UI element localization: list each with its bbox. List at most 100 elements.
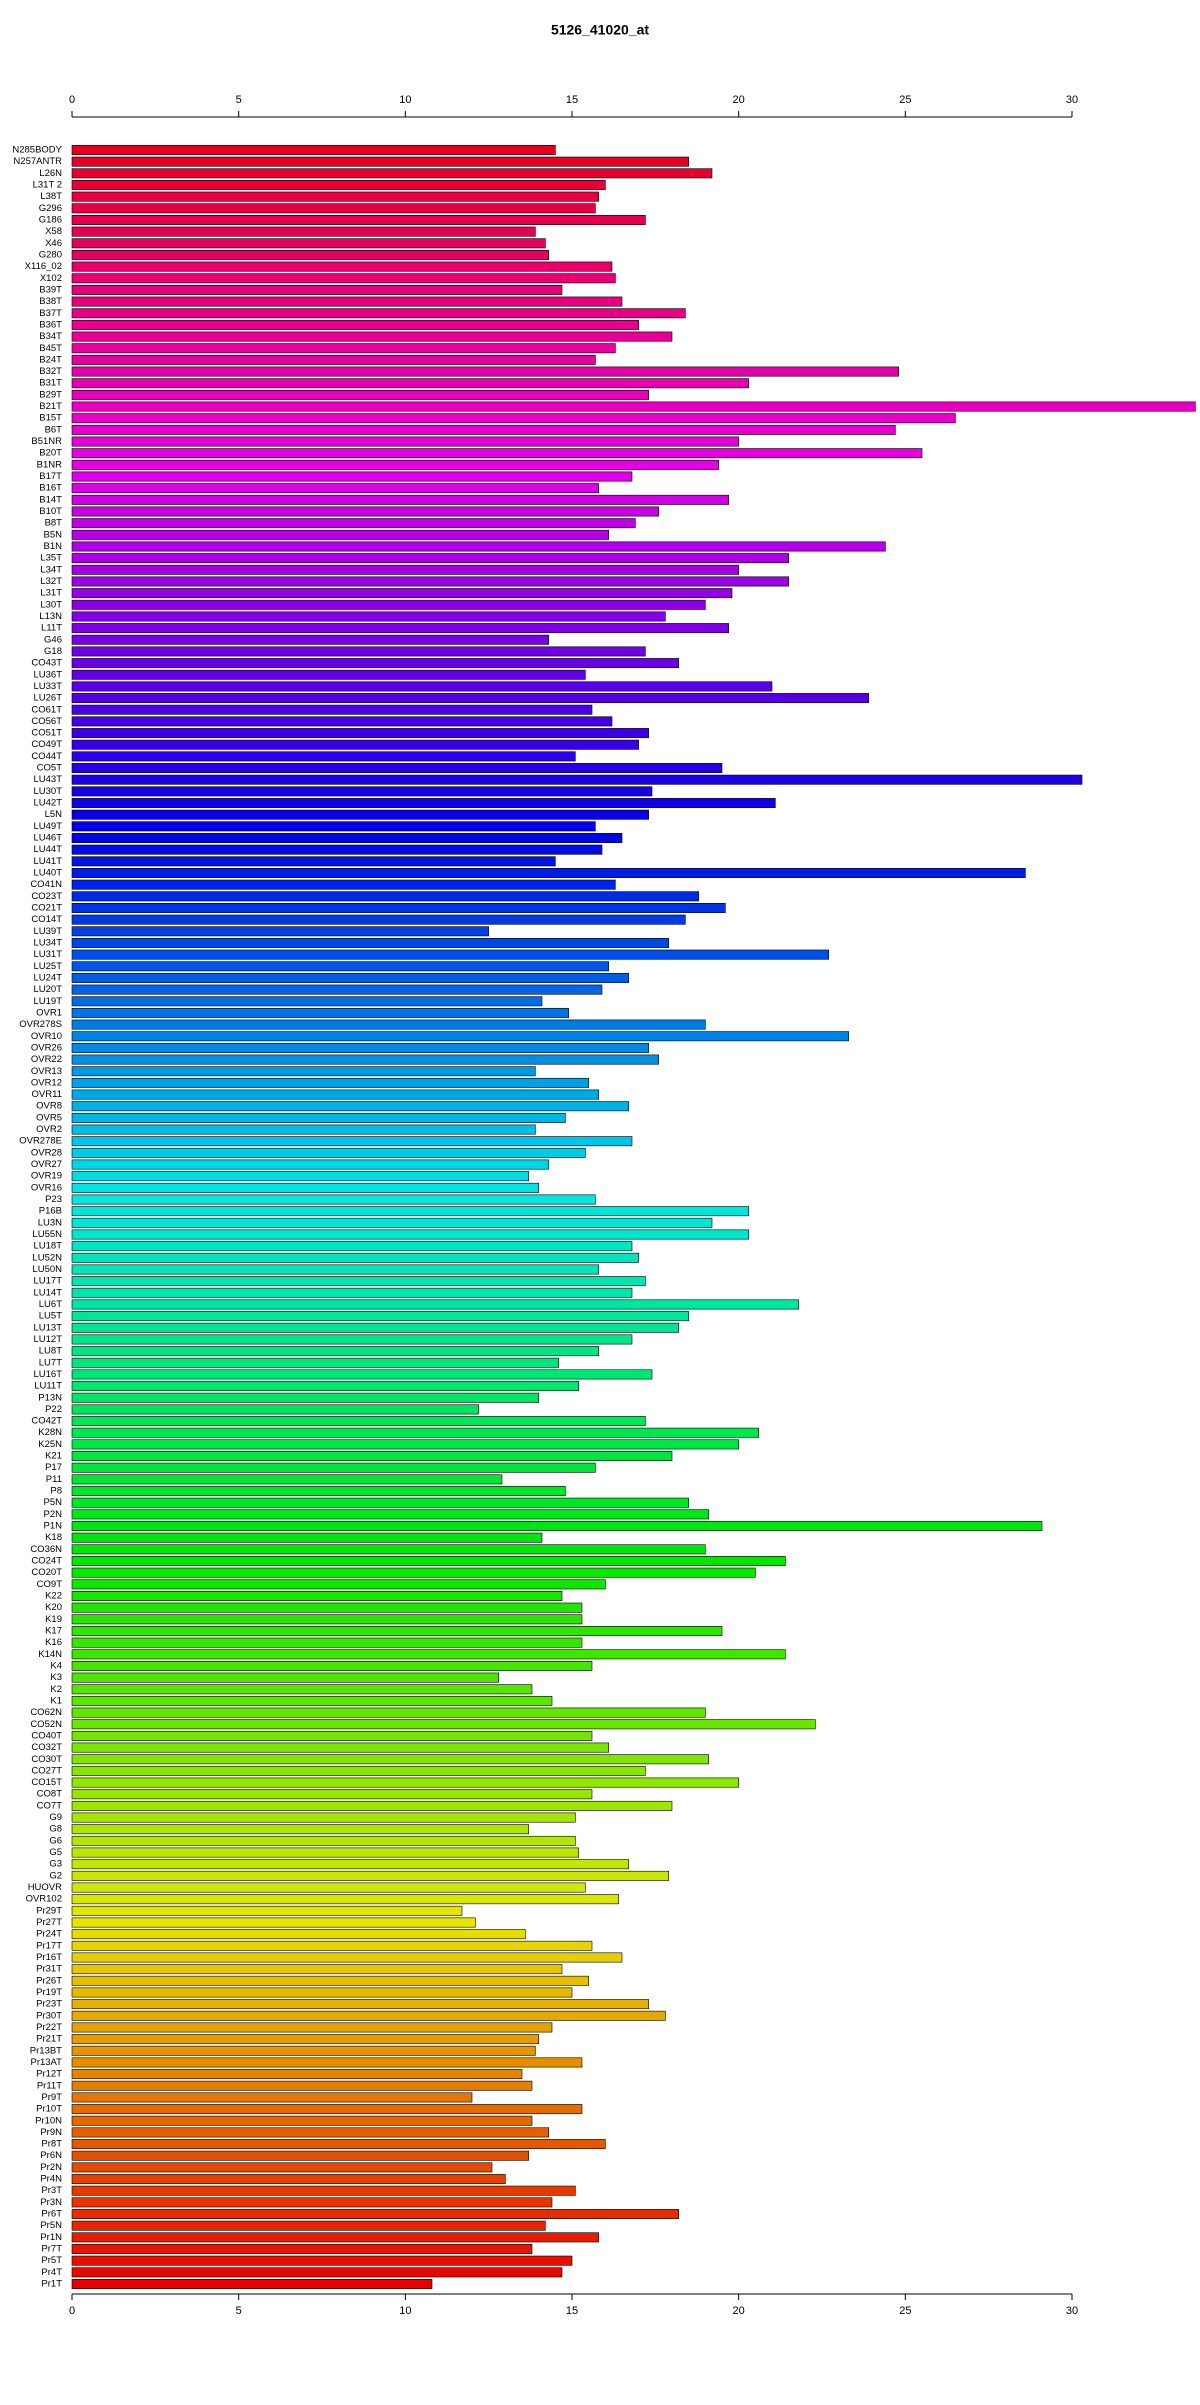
bar: [71, 739, 639, 750]
y-tick-label: Pr16T: [36, 1952, 62, 1963]
y-tick-label: L5N: [45, 809, 63, 820]
bar: [71, 564, 739, 575]
bar: [71, 809, 649, 820]
bar: [71, 1975, 589, 1986]
bar: [71, 774, 1083, 785]
bar: [71, 1217, 713, 1228]
y-tick-label: OVR19: [31, 1171, 62, 1182]
bar: [71, 448, 923, 459]
y-tick-label: Pr23T: [36, 1999, 62, 2010]
bar: [71, 343, 616, 354]
y-tick-label: LU46T: [33, 833, 62, 844]
bar: [71, 331, 673, 342]
x-tick-label: 10: [399, 2305, 411, 2317]
y-tick-label: LU5T: [39, 1311, 62, 1322]
y-tick-label: LU17T: [33, 1276, 62, 1287]
y-tick-label: LU43T: [33, 774, 62, 785]
bar: [71, 1929, 526, 1940]
y-tick-label: Pr13AT: [30, 2057, 62, 2068]
y-tick-label: X102: [40, 273, 62, 284]
y-tick-label: LU12T: [33, 1334, 62, 1345]
bar: [71, 961, 609, 972]
y-tick-label: LU13T: [33, 1322, 62, 1333]
bar: [71, 1544, 706, 1555]
y-tick-label: L31T 2: [33, 179, 62, 190]
bar: [71, 2104, 583, 2115]
y-tick-label: Pr7T: [41, 2244, 62, 2255]
y-tick-label: G3: [49, 1859, 62, 1870]
y-tick-label: CO32T: [31, 1742, 62, 1753]
x-tick-label: 0: [69, 94, 75, 106]
y-tick-label: Pr2N: [40, 2162, 62, 2173]
bar: [71, 669, 586, 680]
bar: [71, 1019, 706, 1030]
y-tick-label: P5N: [44, 1497, 63, 1508]
y-tick-label: Pr3N: [40, 2197, 62, 2208]
y-tick-label: LU42T: [33, 798, 62, 809]
bar: [71, 238, 546, 249]
bar: [71, 1346, 599, 1357]
y-tick-label: CO43T: [31, 658, 62, 669]
y-tick-label: K21: [45, 1451, 62, 1462]
bar: [71, 1870, 669, 1881]
y-tick-label: N285BODY: [12, 145, 62, 156]
bar: [71, 2209, 679, 2219]
bar: [71, 226, 536, 237]
y-tick-label: Pr5N: [40, 2220, 62, 2231]
y-tick-label: G296: [39, 203, 62, 214]
x-tick-label: 30: [1066, 94, 1078, 106]
y-tick-label: B8T: [45, 518, 63, 529]
y-tick-label: B5N: [44, 529, 63, 540]
y-tick-label: K19: [45, 1614, 62, 1625]
bar: [71, 623, 729, 634]
bar: [71, 436, 739, 447]
y-tick-label: B17T: [39, 471, 62, 482]
bar: [71, 261, 613, 272]
bar: [71, 984, 603, 995]
bar: [71, 1789, 593, 1800]
bar: [71, 996, 543, 1007]
bar: [71, 1136, 633, 1147]
bar: [71, 354, 596, 365]
y-tick-label: LU49T: [33, 821, 62, 832]
bar: [71, 1497, 689, 1508]
y-tick-label: Pr10N: [35, 2115, 62, 2126]
bar: [71, 2057, 583, 2068]
bar: [71, 1859, 629, 1870]
bar: [71, 168, 713, 179]
y-tick-label: CO9T: [37, 1579, 63, 1590]
bar: [71, 413, 956, 424]
y-tick-label: B51NR: [31, 436, 62, 447]
y-tick-label: L32T: [40, 576, 62, 587]
bar: [71, 646, 646, 657]
y-tick-label: K2: [50, 1684, 62, 1695]
bar: [71, 1147, 586, 1158]
bar: [71, 424, 896, 435]
bar: [71, 1427, 759, 1438]
bar: [71, 1264, 599, 1275]
bar: [71, 494, 729, 505]
bar: [71, 1637, 583, 1648]
bar: [71, 1940, 593, 1951]
bar: [71, 2115, 533, 2126]
y-tick-label: LU25T: [33, 961, 62, 972]
y-tick-label: B29T: [39, 389, 62, 400]
y-tick-label: LU26T: [33, 693, 62, 704]
bar: [71, 1252, 639, 1263]
bar: [71, 1369, 653, 1380]
y-tick-label: G46: [44, 634, 62, 645]
y-tick-label: Pr26T: [36, 1975, 62, 1986]
y-tick-label: LU55N: [32, 1229, 62, 1240]
bar: [71, 1474, 503, 1485]
y-tick-label: LU40T: [33, 868, 62, 879]
y-tick-label: LU3N: [38, 1217, 62, 1228]
bar: [71, 751, 576, 762]
bar: [71, 2092, 473, 2103]
y-tick-label: LU34T: [33, 937, 62, 948]
bar: [71, 471, 633, 482]
bar: [71, 1812, 576, 1823]
bar: [71, 1462, 596, 1473]
y-tick-label: HUOVR: [28, 1882, 62, 1893]
